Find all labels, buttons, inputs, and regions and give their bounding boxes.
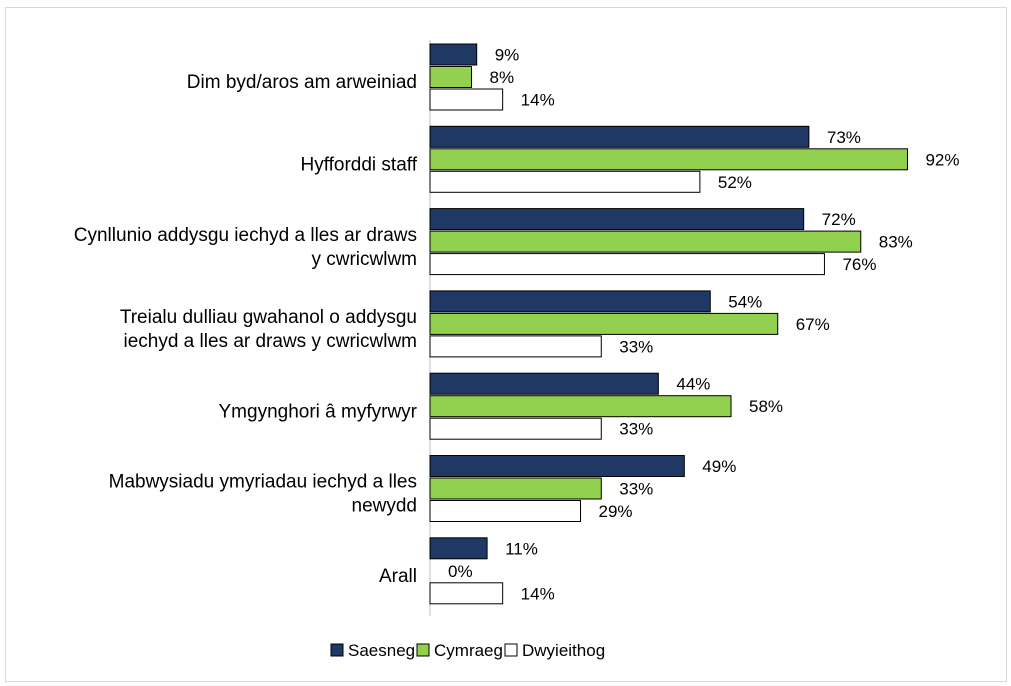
data-label: 72% <box>822 210 856 229</box>
data-label: 14% <box>521 91 555 110</box>
category-label-line: Arall <box>379 566 417 587</box>
bar-dwyieithog <box>429 500 582 522</box>
legend-label: Saesneg <box>348 641 415 660</box>
category-label: Ymgynghori â myfyrwyr <box>219 401 418 422</box>
data-label: 14% <box>521 584 555 603</box>
bar-saesneg <box>429 208 805 231</box>
data-label: 33% <box>619 480 653 499</box>
bar-dwyieithog <box>429 88 504 111</box>
data-label: 33% <box>619 420 653 439</box>
bar-dwyieithog <box>429 417 602 440</box>
bar-cymraeg <box>429 312 779 335</box>
category-label-line: Ymgynghori â myfyrwyr <box>219 401 418 422</box>
category-label: Mabwysiadu ymyriadau iechyd a lles newydd <box>109 472 417 517</box>
data-label: 9% <box>495 46 520 65</box>
data-label: 58% <box>749 397 783 416</box>
bar-saesneg <box>429 537 488 560</box>
bar-cymraeg <box>429 66 473 88</box>
legend-swatch-saesneg <box>330 643 344 657</box>
legend-swatch-cymraeg <box>416 643 430 657</box>
data-label: 67% <box>796 315 830 334</box>
category-label: Hyfforddi staff <box>300 154 417 175</box>
category-label: Dim byd/aros am arweiniad <box>187 72 417 93</box>
data-label: 73% <box>827 128 861 147</box>
category-label: Arall <box>379 566 417 587</box>
data-label: 8% <box>490 68 515 87</box>
bar-saesneg <box>429 455 685 477</box>
data-label: 49% <box>702 457 736 476</box>
bar-dwyieithog <box>429 253 825 276</box>
data-label: 92% <box>925 150 959 169</box>
bar-cymraeg <box>429 230 862 253</box>
category-label-line: Hyfforddi staff <box>300 154 417 175</box>
data-label: 33% <box>619 337 653 356</box>
category-label-line: iechyd a lles ar draws y cwricwlwm <box>123 331 417 352</box>
bar-saesneg <box>429 43 478 66</box>
category-label: Treialu dulliau gwahanol o addysgu iechyd… <box>120 307 417 352</box>
category-label-line: Mabwysiadu ymyriadau iechyd a lles <box>109 472 417 493</box>
bar-saesneg <box>429 290 711 313</box>
data-label: 29% <box>599 502 633 521</box>
bar-saesneg <box>429 372 659 395</box>
bar-cymraeg <box>429 477 602 500</box>
bar-cymraeg <box>429 395 732 418</box>
data-label: 0% <box>448 562 473 581</box>
data-label: 54% <box>728 292 762 311</box>
category-label-line: y cwricwlwm <box>311 249 417 270</box>
bar-dwyieithog <box>429 335 602 358</box>
data-label: 11% <box>505 539 538 558</box>
data-label: 44% <box>676 375 710 394</box>
category-label: Cynllunio addysgu iechyd a lles ar draws… <box>74 225 417 270</box>
bar-dwyieithog <box>429 170 701 193</box>
bar-dwyieithog <box>429 582 504 605</box>
data-label: 76% <box>842 255 876 274</box>
bar-cymraeg <box>429 148 908 171</box>
legend-swatch-dwyieithog <box>504 643 518 657</box>
category-label-line: Cynllunio addysgu iechyd a lles ar draws <box>74 225 417 246</box>
category-label-line: Dim byd/aros am arweiniad <box>187 72 417 93</box>
legend-label: Dwyieithog <box>522 641 605 660</box>
legend-label: Cymraeg <box>434 641 503 660</box>
category-label-line: newydd <box>352 496 418 517</box>
data-label: 83% <box>879 233 913 252</box>
category-label-line: Treialu dulliau gwahanol o addysgu <box>120 307 417 328</box>
bar-saesneg <box>429 125 810 148</box>
data-label: 52% <box>718 173 752 192</box>
